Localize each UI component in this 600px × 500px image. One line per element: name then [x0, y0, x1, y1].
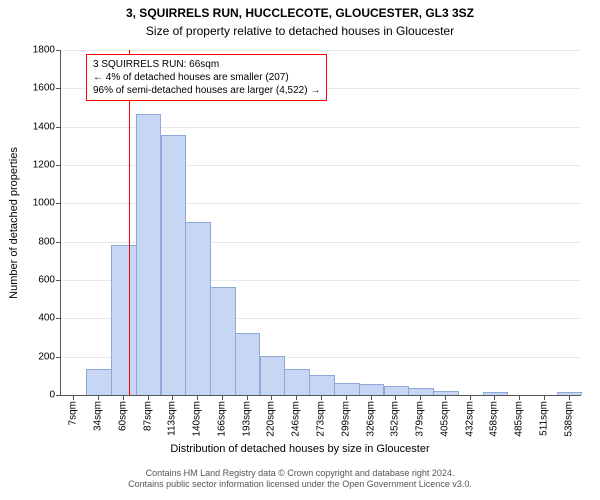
ytick-label: 1400: [15, 121, 61, 132]
ytick-label: 1000: [15, 198, 61, 209]
bar: [111, 245, 137, 396]
xtick-label: 511sqm: [538, 395, 549, 436]
xtick-label: 299sqm: [340, 395, 351, 437]
bar: [309, 375, 335, 395]
xtick-label: 246sqm: [291, 395, 302, 437]
gridline-y: [61, 50, 581, 51]
ytick-label: 800: [15, 236, 61, 247]
bar: [210, 287, 236, 395]
attribution: Contains HM Land Registry data © Crown c…: [0, 468, 600, 491]
ytick-label: 600: [15, 275, 61, 286]
bar: [359, 384, 385, 395]
ytick-label: 1600: [15, 83, 61, 94]
bar: [284, 369, 310, 395]
xtick-label: 166sqm: [216, 395, 227, 437]
bar: [408, 388, 434, 395]
x-axis-label: Distribution of detached houses by size …: [0, 443, 600, 455]
ytick-label: 0: [15, 390, 61, 401]
plot-area: 0200400600800100012001400160018007sqm34s…: [60, 50, 581, 396]
bar: [161, 135, 187, 395]
annotation-line: ← 4% of detached houses are smaller (207…: [93, 71, 320, 84]
attribution-line2: Contains public sector information licen…: [0, 479, 600, 490]
xtick-label: 193sqm: [241, 395, 252, 437]
bar: [86, 369, 112, 395]
ytick-label: 1200: [15, 160, 61, 171]
xtick-label: 7sqm: [68, 395, 79, 425]
chart-container: 3, SQUIRRELS RUN, HUCCLECOTE, GLOUCESTER…: [0, 0, 600, 500]
xtick-label: 34sqm: [93, 395, 104, 431]
bar: [384, 386, 410, 395]
chart-title-sub: Size of property relative to detached ho…: [0, 24, 600, 38]
xtick-label: 140sqm: [192, 395, 203, 437]
xtick-label: 379sqm: [415, 395, 426, 437]
bar: [334, 383, 360, 396]
xtick-label: 87sqm: [142, 395, 153, 431]
ytick-label: 1800: [15, 45, 61, 56]
xtick-label: 352sqm: [390, 395, 401, 437]
reference-line: [129, 50, 130, 395]
bar: [185, 222, 211, 396]
xtick-label: 432sqm: [464, 395, 475, 437]
bar: [260, 356, 286, 395]
annotation-line: 96% of semi-detached houses are larger (…: [93, 84, 320, 97]
xtick-label: 273sqm: [316, 395, 327, 437]
attribution-line1: Contains HM Land Registry data © Crown c…: [0, 468, 600, 479]
ytick-label: 400: [15, 313, 61, 324]
xtick-label: 485sqm: [514, 395, 525, 437]
chart-title-main: 3, SQUIRRELS RUN, HUCCLECOTE, GLOUCESTER…: [0, 6, 600, 20]
xtick-label: 538sqm: [563, 395, 574, 437]
xtick-label: 113sqm: [167, 395, 178, 436]
xtick-label: 326sqm: [365, 395, 376, 437]
bar: [235, 333, 261, 395]
xtick-label: 220sqm: [266, 395, 277, 437]
y-axis-label: Number of detached properties: [8, 147, 20, 299]
xtick-label: 405sqm: [439, 395, 450, 437]
xtick-label: 60sqm: [117, 395, 128, 431]
ytick-label: 200: [15, 351, 61, 362]
xtick-label: 458sqm: [489, 395, 500, 437]
bar: [136, 114, 162, 395]
annotation-box: 3 SQUIRRELS RUN: 66sqm← 4% of detached h…: [86, 54, 327, 101]
annotation-line: 3 SQUIRRELS RUN: 66sqm: [93, 58, 320, 71]
